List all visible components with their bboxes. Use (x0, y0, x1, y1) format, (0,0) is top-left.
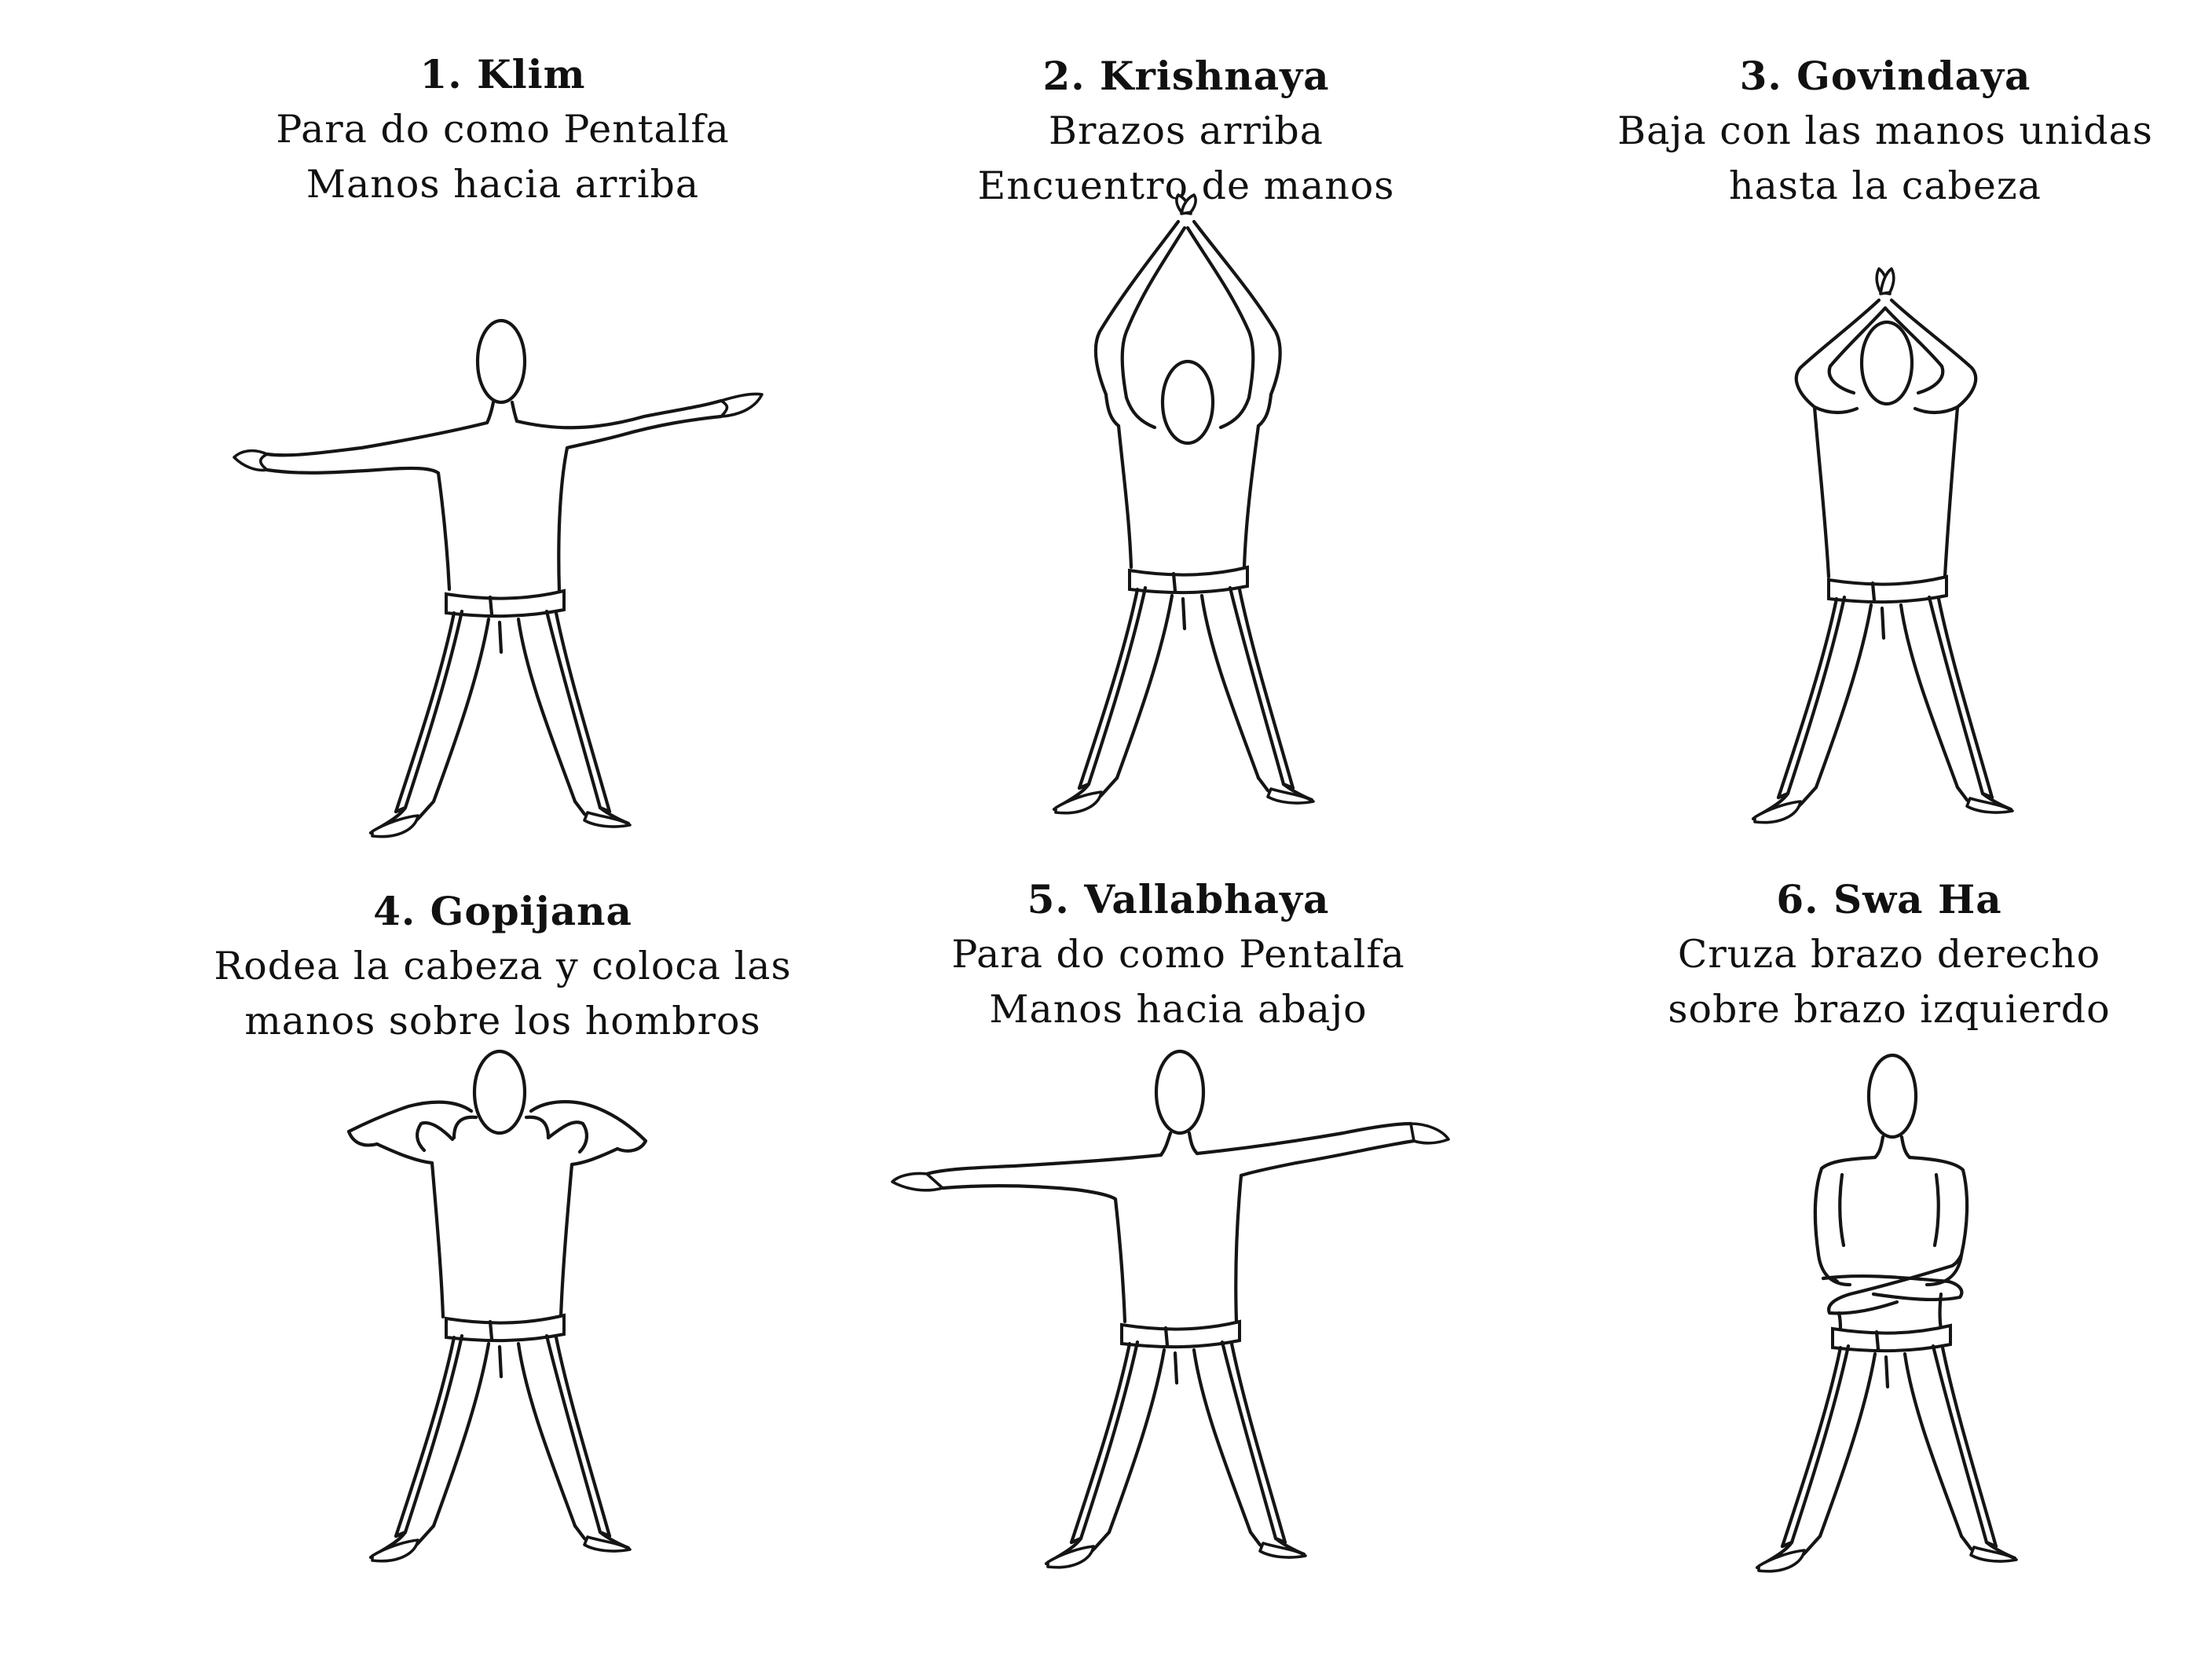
panel-instruction-line: Manos hacia arriba (306, 162, 700, 207)
panel-title: 1. Klim (419, 51, 586, 97)
panel-4-gopijana: 4. Gopijana Rodea la cabeza y coloca las… (149, 884, 856, 1654)
panel-caption: 1. Klim Para do como Pentalfa Manos haci… (149, 47, 856, 212)
panel-caption: 3. Govindaya Baja con las manos unidas h… (1532, 49, 2212, 214)
panel-caption: 2. Krishnaya Brazos arriba Encuentro de … (833, 49, 1540, 214)
panel-title: 6. Swa Ha (1776, 876, 2002, 922)
panel-3-govindaya: 3. Govindaya Baja con las manos unidas h… (1532, 49, 2212, 819)
panel-instruction-line: Rodea la cabeza y coloca las (214, 944, 792, 988)
panel-caption: 5. Vallabhaya Para do como Pentalfa Mano… (825, 872, 1532, 1037)
panel-instruction-line: Manos hacia abajo (989, 987, 1368, 1032)
panel-caption: 6. Swa Ha Cruza brazo derecho sobre braz… (1536, 872, 2212, 1037)
panel-5-vallabhaya: 5. Vallabhaya Para do como Pentalfa Mano… (825, 872, 1532, 1642)
arms-crossed-low-figure-icon (1536, 1049, 2212, 1552)
panel-title: 4. Gopijana (373, 888, 632, 934)
joined-hands-above-head-figure-icon (1532, 269, 2212, 819)
arms-out-palms-down-figure-icon (825, 1045, 1532, 1556)
panel-instruction-line: hasta la cabeza (1729, 163, 2042, 208)
panel-title: 2. Krishnaya (1042, 53, 1330, 99)
panel-instruction-line: Para do como Pentalfa (276, 107, 730, 152)
panel-instruction-line: Brazos arriba (1049, 108, 1324, 153)
hands-on-shoulders-figure-icon (149, 1045, 856, 1560)
panel-instruction-line: sobre brazo izquierdo (1668, 987, 2111, 1032)
exercise-sheet: 1. Klim Para do como Pentalfa Manos haci… (149, 47, 2212, 1556)
panel-title: 5. Vallabhaya (1027, 876, 1330, 922)
arms-raised-hands-joined-figure-icon (833, 206, 1540, 827)
panel-2-krishnaya: 2. Krishnaya Brazos arriba Encuentro de … (833, 49, 1540, 819)
panel-6-swa-ha: 6. Swa Ha Cruza brazo derecho sobre braz… (1536, 872, 2212, 1642)
arms-out-palms-up-figure-icon (149, 314, 856, 817)
panel-title: 3. Govindaya (1739, 53, 2031, 99)
panel-instruction-line: manos sobre los hombros (244, 999, 761, 1043)
panel-instruction-line: Para do como Pentalfa (951, 932, 1405, 977)
panel-caption: 4. Gopijana Rodea la cabeza y coloca las… (149, 884, 856, 1049)
panel-instruction-line: Baja con las manos unidas (1617, 108, 2153, 153)
panel-instruction-line: Cruza brazo derecho (1677, 932, 2101, 977)
panel-1-klim: 1. Klim Para do como Pentalfa Manos haci… (149, 47, 856, 817)
